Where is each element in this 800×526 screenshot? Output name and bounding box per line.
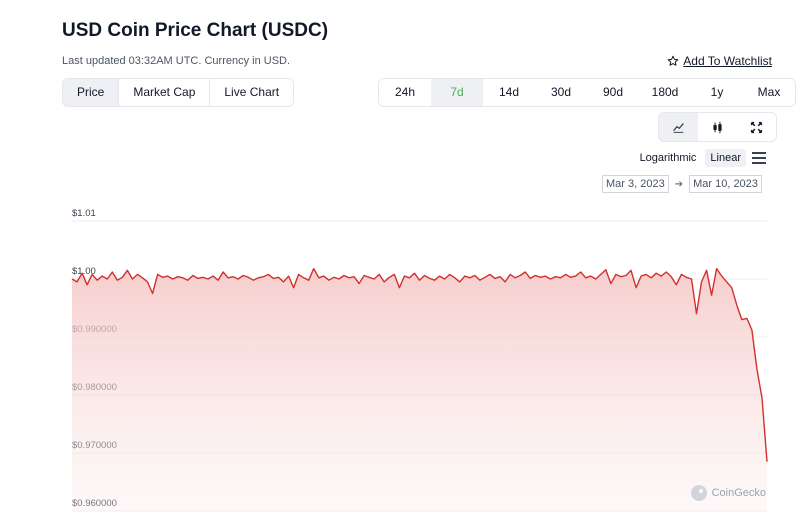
- logarithmic-option[interactable]: Logarithmic: [639, 152, 697, 164]
- date-range-picker: Mar 3, 2023 ➔ Mar 10, 2023: [602, 175, 762, 193]
- line-chart-button[interactable]: [659, 113, 698, 141]
- star-icon: [668, 55, 679, 66]
- date-from-field[interactable]: Mar 3, 2023: [602, 175, 669, 193]
- add-to-watchlist-link[interactable]: Add To Watchlist: [667, 54, 772, 68]
- arrow-right-icon: ➔: [674, 178, 684, 190]
- add-to-watchlist-label: Add To Watchlist: [683, 54, 772, 68]
- scale-toggle: Logarithmic Linear: [635, 149, 746, 167]
- tab-market-cap[interactable]: Market Cap: [119, 79, 211, 106]
- view-tabs: Price Market Cap Live Chart: [62, 78, 295, 107]
- watermark-text: CoinGecko: [711, 487, 766, 499]
- candlestick-button[interactable]: [698, 113, 737, 141]
- time-range-selector: 24h 7d 14d 30d 90d 180d 1y Max: [378, 78, 796, 107]
- range-180d-button[interactable]: 180d: [639, 79, 691, 106]
- y-tick-label: $1.01: [72, 208, 96, 219]
- price-area-fill: [72, 268, 767, 511]
- hamburger-menu-icon[interactable]: [752, 152, 766, 164]
- price-chart: $1.01$1.00$0.990000$0.980000$0.970000$0.…: [71, 208, 768, 512]
- tab-price[interactable]: Price: [63, 79, 120, 106]
- range-14d-button[interactable]: 14d: [483, 79, 535, 106]
- tab-live-chart[interactable]: Live Chart: [210, 79, 294, 106]
- range-30d-button[interactable]: 30d: [535, 79, 587, 106]
- range-7d-button[interactable]: 7d: [431, 79, 483, 106]
- line-chart-icon: [673, 122, 684, 133]
- range-1y-button[interactable]: 1y: [691, 79, 743, 106]
- y-tick-label: $1.00: [72, 266, 96, 277]
- page-title: USD Coin Price Chart (USDC): [62, 20, 329, 41]
- range-24h-button[interactable]: 24h: [379, 79, 431, 106]
- range-max-button[interactable]: Max: [743, 79, 795, 106]
- last-updated-text: Last updated 03:32AM UTC. Currency in US…: [62, 55, 291, 67]
- fullscreen-button[interactable]: [737, 113, 776, 141]
- candlestick-icon: [713, 121, 722, 133]
- range-90d-button[interactable]: 90d: [587, 79, 639, 106]
- chart-type-selector: [658, 112, 777, 142]
- coingecko-logo: CoinGecko: [690, 485, 766, 501]
- coingecko-logo-icon: [690, 485, 707, 501]
- date-to-field[interactable]: Mar 10, 2023: [689, 175, 762, 193]
- fullscreen-icon: [750, 121, 763, 133]
- price-series-line: [71, 267, 768, 462]
- linear-option[interactable]: Linear: [705, 149, 746, 167]
